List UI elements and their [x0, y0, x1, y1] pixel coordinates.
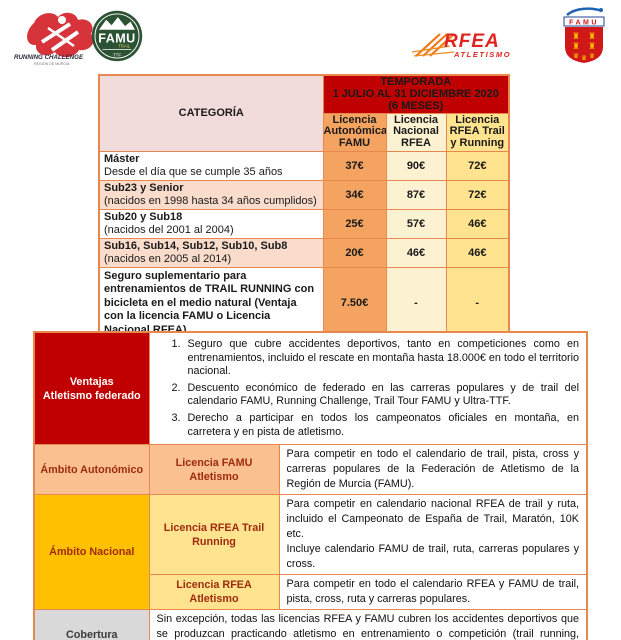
price-cell: 20€	[322, 237, 387, 268]
famu-tour-top-text: ·TOUR·	[110, 25, 124, 30]
licencia-rfea-trail-line1: Licencia RFEA Trail	[163, 521, 265, 534]
category-detail: (nacidos en 2005 al 2014)	[104, 252, 232, 265]
price-cell: 72€	[445, 150, 510, 181]
season-header: TEMPORADA 1 JULIO AL 31 DICIEMBRE 2020 (…	[322, 74, 510, 114]
license-info-table: Ventajas Atletismo federado Seguro que c…	[33, 331, 588, 640]
price-cell: 46€	[445, 237, 510, 268]
price-cell: 90€	[385, 150, 447, 181]
cobertura-header: Cobertura Seguro Federativo	[33, 609, 150, 640]
price-cell: 25€	[322, 208, 387, 239]
svg-text:♜: ♜	[572, 32, 580, 42]
price-cell: 46€	[385, 237, 447, 268]
season-line1: TEMPORADA	[380, 76, 452, 89]
licencia-rfea-trail-line2: Running	[192, 535, 236, 548]
price-cell: 57€	[385, 208, 447, 239]
ambito-autonomico-desc: Para competir en todo el calendario de t…	[278, 444, 588, 496]
licencia-rfea-trail-cell: Licencia RFEA Trail Running	[148, 494, 280, 576]
info-row-ventajas: Ventajas Atletismo federado Seguro que c…	[33, 331, 588, 446]
cobertura-desc: Sin excepción, todas las licencias RFEA …	[148, 609, 588, 640]
ventaja-item: Seguro que cubre accidentes deportivos, …	[184, 338, 580, 379]
licencia-rfea-atl-line1: Licencia RFEA	[176, 579, 252, 592]
svg-text:♜: ♜	[572, 42, 580, 52]
license-col-rfea: Licencia Nacional RFEA	[385, 112, 447, 152]
svg-text:♜: ♜	[588, 32, 596, 42]
pricing-row-sub16-sub8: Sub16, Sub14, Sub12, Sub10, Sub8 (nacido…	[98, 237, 510, 268]
famu-tour-badge-logo: ·TOUR· FAMU TRAIL ·TTF·	[90, 8, 144, 64]
price-cell: 7.50€	[322, 266, 387, 341]
famu-tour-bottom-text: ·TTF·	[111, 53, 122, 58]
price-cell: 87€	[385, 179, 447, 210]
pricing-table: CATEGORÍA TEMPORADA 1 JULIO AL 31 DICIEM…	[98, 74, 511, 341]
category-detail: (nacidos del 2001 al 2004)	[104, 223, 234, 236]
category-name: Máster	[104, 152, 140, 165]
pricing-row-sub23-senior: Sub23 y Senior (nacidos en 1998 hasta 34…	[98, 179, 510, 210]
category-name: Sub20 y Sub18	[104, 210, 183, 223]
ventajas-list: Seguro que cubre accidentes deportivos, …	[157, 338, 580, 439]
category-detail: (nacidos en 1998 hasta 34 años cumplidos…	[104, 194, 317, 207]
pricing-row-sub20-sub18: Sub20 y Sub18 (nacidos del 2001 al 2004)…	[98, 208, 510, 239]
svg-text:♛: ♛	[581, 54, 587, 62]
price-cell: 34€	[322, 179, 387, 210]
category-name: Sub16, Sub14, Sub12, Sub10, Sub8	[104, 239, 288, 252]
price-cell: 46€	[445, 208, 510, 239]
pricing-row-master: Máster Desde el día que se cumple 35 año…	[98, 150, 510, 181]
license-col-trail: Licencia RFEA Trail y Running	[445, 112, 510, 152]
rfea-trail-desc-2: Incluye calendario FAMU de trail, ruta, …	[286, 543, 580, 571]
svg-text:♛: ♛	[589, 52, 595, 60]
pricing-row-seguro-suplementario: Seguro suplementario para entrenamientos…	[98, 266, 510, 341]
ambito-autonomico-header: Ámbito Autonómico	[33, 444, 150, 496]
ventajas-label-line2: Atletismo federado	[42, 389, 141, 402]
rfea-atletismo-desc: Para competir en todo el calendario RFEA…	[278, 574, 588, 611]
categoria-header: CATEGORÍA	[98, 74, 324, 152]
info-row-ambito-autonomico: Ámbito Autonómico Licencia FAMU Atletism…	[33, 444, 588, 496]
licencia-famu-line2: Atletismo	[189, 470, 239, 483]
season-line3: (6 MESES)	[388, 100, 444, 113]
seguro-text: Seguro suplementario para entrenamientos…	[98, 266, 324, 341]
rfea-atletismo-logo: RFEA ATLETISMO	[410, 28, 512, 60]
ventaja-item: Derecho a participar en todos los campeo…	[184, 412, 580, 439]
licencia-rfea-atl-line2: Atletismo	[189, 593, 239, 606]
famu-tour-badge-icon: ·TOUR· FAMU TRAIL ·TTF·	[91, 10, 143, 62]
svg-text:♜: ♜	[588, 42, 596, 52]
licencia-rfea-atletismo-cell: Licencia RFEA Atletismo	[148, 574, 280, 611]
price-cell: 37€	[322, 150, 387, 181]
ventajas-header: Ventajas Atletismo federado	[33, 331, 150, 446]
info-row-cobertura: Cobertura Seguro Federativo Sin excepció…	[33, 609, 588, 640]
info-row-rfea-trail: Ámbito Nacional Licencia RFEA Trail Runn…	[33, 494, 588, 611]
famu-shield-logo: FAMU ♜ ♜ ♜ ♜ ♛ ♛ ♛	[561, 6, 607, 66]
rfea-atletismo-icon: RFEA ATLETISMO	[411, 31, 511, 59]
running-challenge-text: RUNNING CHALLENGE	[14, 54, 84, 61]
svg-text:♛: ♛	[573, 52, 579, 60]
category-detail: Desde el día que se cumple 35 años	[104, 165, 283, 178]
ventajas-label-line1: Ventajas	[69, 375, 114, 388]
famu-shield-icon: FAMU ♜ ♜ ♜ ♜ ♛ ♛ ♛	[563, 7, 605, 63]
rfea-sub-text: ATLETISMO	[453, 50, 511, 59]
rfea-trail-desc-1: Para competir en calendario nacional RFE…	[286, 498, 580, 541]
rfea-main-text: RFEA	[444, 31, 500, 52]
ambito-nacional-header: Ámbito Nacional	[33, 494, 150, 611]
licencia-famu-line1: Licencia FAMU	[175, 456, 253, 469]
running-challenge-icon: RUNNING CHALLENGE REGIÓN DE MURCIA	[14, 12, 94, 66]
season-line2: 1 JULIO AL 31 DICIEMBRE 2020	[332, 88, 499, 101]
running-challenge-subtext: REGIÓN DE MURCIA	[34, 61, 70, 66]
cobertura-label-line1: Cobertura	[65, 629, 118, 640]
info-row-rfea-atletismo: Licencia RFEA Atletismo Para competir en…	[34, 574, 588, 611]
licencia-famu-atletismo-cell: Licencia FAMU Atletismo	[148, 444, 280, 496]
famu-tour-main-text: FAMU	[98, 31, 135, 45]
price-cell: -	[445, 266, 510, 341]
category-name: Sub23 y Senior	[104, 181, 184, 194]
license-col-famu: Licencia Autonómica FAMU	[322, 112, 387, 152]
ventaja-item: Descuento económico de federado en las c…	[184, 382, 580, 409]
price-cell: 72€	[445, 179, 510, 210]
famu-tour-sub-text: TRAIL	[118, 44, 130, 49]
running-challenge-logo: RUNNING CHALLENGE REGIÓN DE MURCIA	[12, 8, 116, 66]
famu-shield-text: FAMU	[569, 20, 599, 27]
price-cell: -	[385, 266, 447, 341]
